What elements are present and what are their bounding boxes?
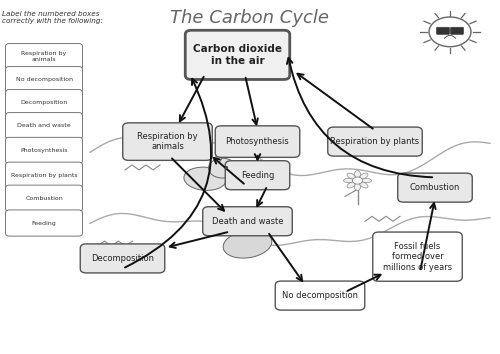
FancyArrow shape xyxy=(256,216,259,228)
Circle shape xyxy=(208,158,236,178)
FancyBboxPatch shape xyxy=(6,67,82,93)
Text: Fossil fuels
formed over
millions of years: Fossil fuels formed over millions of yea… xyxy=(383,242,452,272)
Text: Carbon dioxide
in the air: Carbon dioxide in the air xyxy=(193,44,282,66)
Text: No decomposition: No decomposition xyxy=(282,291,358,300)
FancyBboxPatch shape xyxy=(328,127,422,156)
FancyBboxPatch shape xyxy=(372,232,462,281)
Ellipse shape xyxy=(344,178,353,183)
Text: Feeding: Feeding xyxy=(241,171,274,180)
FancyBboxPatch shape xyxy=(6,113,82,139)
Text: Combustion: Combustion xyxy=(25,196,63,201)
FancyBboxPatch shape xyxy=(6,90,82,116)
Text: Respiration by plants: Respiration by plants xyxy=(10,173,78,178)
FancyArrow shape xyxy=(264,219,266,232)
FancyBboxPatch shape xyxy=(6,210,82,236)
Ellipse shape xyxy=(360,173,368,179)
FancyBboxPatch shape xyxy=(123,123,212,160)
FancyBboxPatch shape xyxy=(203,207,292,236)
Text: No decomposition: No decomposition xyxy=(16,77,72,82)
Text: Death and waste: Death and waste xyxy=(17,123,71,128)
Text: Decomposition: Decomposition xyxy=(20,100,68,105)
Text: Label the numbered boxes
correctly with the following:: Label the numbered boxes correctly with … xyxy=(2,11,103,24)
FancyBboxPatch shape xyxy=(450,27,464,34)
Circle shape xyxy=(352,177,362,184)
FancyBboxPatch shape xyxy=(6,44,82,70)
Text: Photosynthesis: Photosynthesis xyxy=(20,148,68,153)
Ellipse shape xyxy=(347,182,356,188)
FancyBboxPatch shape xyxy=(398,173,472,202)
Ellipse shape xyxy=(347,173,356,179)
FancyBboxPatch shape xyxy=(215,126,300,157)
Text: Death and waste: Death and waste xyxy=(212,217,283,226)
Ellipse shape xyxy=(354,183,360,190)
Text: Decomposition: Decomposition xyxy=(91,254,154,263)
FancyArrow shape xyxy=(236,216,239,228)
Ellipse shape xyxy=(360,182,368,188)
Text: Feeding: Feeding xyxy=(32,221,56,225)
Text: Respiration by plants: Respiration by plants xyxy=(330,137,420,146)
Text: Respiration by
animals: Respiration by animals xyxy=(22,51,66,62)
FancyBboxPatch shape xyxy=(80,244,164,273)
FancyBboxPatch shape xyxy=(275,281,365,310)
Text: Combustion: Combustion xyxy=(410,183,460,192)
Circle shape xyxy=(429,17,471,47)
FancyBboxPatch shape xyxy=(225,161,290,190)
Text: The Carbon Cycle: The Carbon Cycle xyxy=(170,9,330,27)
Ellipse shape xyxy=(354,171,360,178)
FancyArrow shape xyxy=(246,214,249,227)
Ellipse shape xyxy=(223,230,272,258)
Text: Respiration by
animals: Respiration by animals xyxy=(137,132,198,151)
Text: Photosynthesis: Photosynthesis xyxy=(226,137,290,146)
Ellipse shape xyxy=(216,152,222,162)
FancyBboxPatch shape xyxy=(185,30,290,80)
FancyBboxPatch shape xyxy=(6,137,82,164)
FancyBboxPatch shape xyxy=(436,27,450,34)
Ellipse shape xyxy=(362,178,372,183)
FancyBboxPatch shape xyxy=(6,162,82,188)
Ellipse shape xyxy=(184,167,226,190)
FancyBboxPatch shape xyxy=(6,185,82,211)
